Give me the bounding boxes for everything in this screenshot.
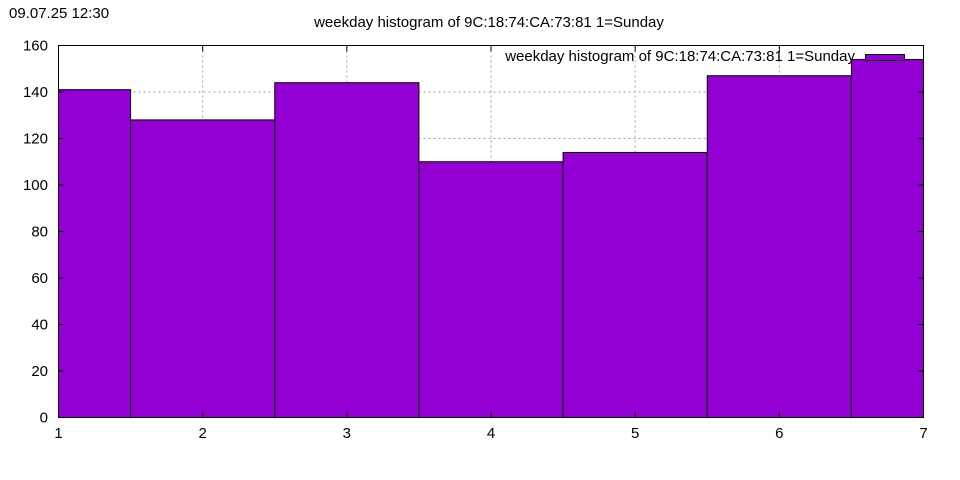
- y-tick-label-20: 20: [31, 363, 48, 380]
- bar-1: [58, 89, 132, 419]
- x-tick-label-7: 7: [919, 425, 927, 442]
- y-tick-label-100: 100: [23, 177, 48, 194]
- x-tick-label-3: 3: [343, 425, 351, 442]
- bars: [58, 58, 925, 419]
- y-tick-label-60: 60: [31, 270, 48, 287]
- legend: weekday histogram of 9C:18:74:CA:73:81 1…: [504, 48, 905, 65]
- legend-label: weekday histogram of 9C:18:74:CA:73:81 1…: [504, 48, 855, 65]
- bar-7: [850, 58, 925, 418]
- x-tick-label-4: 4: [487, 425, 495, 442]
- y-tick-label-160: 160: [23, 38, 48, 55]
- chart-title: weekday histogram of 9C:18:74:CA:73:81 1…: [313, 14, 664, 31]
- bar-2: [130, 119, 276, 419]
- x-tick-label-6: 6: [775, 425, 783, 442]
- x-tick-label-5: 5: [631, 425, 639, 442]
- bar-4: [418, 161, 564, 418]
- y-tick-label-0: 0: [40, 410, 48, 427]
- bar-5: [562, 151, 708, 418]
- x-tick-label-2: 2: [198, 425, 206, 442]
- legend-swatch: [865, 54, 905, 61]
- timestamp: 09.07.25 12:30: [9, 5, 109, 22]
- bar-3: [274, 82, 420, 418]
- x-tick-label-1: 1: [54, 425, 62, 442]
- y-tick-label-140: 140: [23, 84, 48, 101]
- y-tick-label-120: 120: [23, 131, 48, 148]
- y-tick-label-80: 80: [31, 224, 48, 241]
- bar-6: [706, 75, 852, 418]
- axis-ticks: 0 20 40 60 80 100 120 140 160 1 2 3 4 5 6 7: [23, 38, 928, 443]
- y-tick-label-40: 40: [31, 317, 48, 334]
